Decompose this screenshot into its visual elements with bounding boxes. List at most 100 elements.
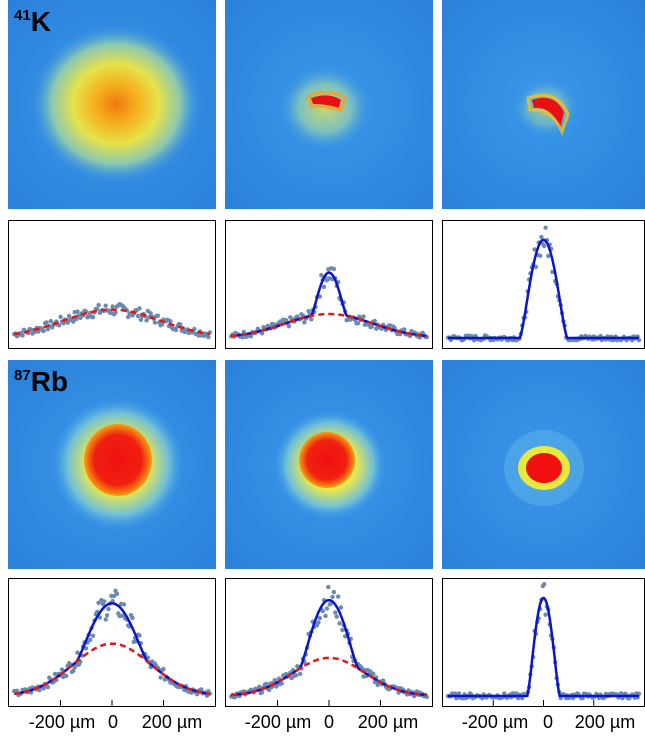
fit-curve-solid [448,596,639,698]
data-point [543,612,548,617]
data-point [302,320,307,325]
data-point [130,615,135,620]
data-point [97,615,103,620]
data-point [137,633,142,638]
rb87-profile-thermal [8,578,216,707]
data-point [248,334,254,339]
x-tick-label-pos200: 200 µm [574,712,636,732]
data-point [340,627,345,633]
data-point [259,689,265,695]
data-point [361,314,366,319]
data-point [103,617,108,622]
data-point [121,602,127,607]
data-point [321,284,327,290]
data-point [20,333,25,338]
data-point [73,317,79,322]
data-point [542,582,547,587]
data-point [110,304,115,309]
data-point [334,614,339,619]
data-point [286,324,292,329]
data-point [75,650,80,655]
data-point [532,247,537,252]
data-point [113,310,118,315]
species-symbol: Rb [30,366,69,397]
data-point [90,315,96,320]
data-point [96,302,101,308]
data-point [333,610,338,615]
data-point [137,306,142,311]
data-point [402,327,407,332]
k41-profile-thermal [8,220,216,349]
data-point [337,621,342,626]
fit-curve-solid [448,238,639,340]
data-point [369,324,375,329]
data-point [324,606,330,611]
fit-curve-thermal [13,308,211,336]
data-point [326,584,331,590]
data-point [41,686,46,691]
data-point [75,309,80,314]
data-point [37,688,42,693]
data-point [65,320,70,325]
species-mass: 41 [14,7,31,24]
species-mass: 87 [14,367,31,384]
data-point [138,317,144,322]
data-point [168,319,173,324]
k41-image-condensate [442,0,645,209]
data-point [546,253,551,259]
k41-image-bimodal [225,0,433,209]
species-label-rb87: 87Rb [14,366,68,398]
data-point [144,318,149,323]
x-tick-label-neg200: -200 µm [28,712,96,732]
data-point [71,668,76,673]
data-point [309,317,314,322]
data-point [537,253,543,258]
data-point [317,615,322,621]
data-point [78,315,83,321]
fit-curve-solid [13,602,211,696]
data-point [14,688,20,693]
data-point [159,322,165,327]
data-point [148,311,153,316]
rb87-profile-condensate [442,578,645,707]
data-point [59,667,65,672]
data-point [259,331,265,336]
data-point [323,613,328,619]
data-point [293,673,299,678]
data-point [173,327,179,333]
data-point [257,684,262,689]
data-point [331,589,337,595]
rb87-image-bimodal [225,360,433,569]
data-point [206,334,211,340]
data-point [66,313,72,319]
data-point [542,243,547,249]
data-point [88,637,93,643]
data-point [319,273,324,278]
x-tick-label-zero: 0 [542,712,554,732]
data-point [155,313,160,318]
data-point [90,633,96,638]
data-point [152,320,158,325]
fit-curve-thermal [231,656,427,697]
data-point [44,320,49,325]
data-point [64,673,69,679]
data-point [45,684,51,690]
x-tick-label-pos200: 200 µm [141,712,203,732]
data-point [355,321,361,326]
data-point [110,598,115,604]
x-tick-label-neg200: -200 µm [461,712,529,732]
data-point [331,266,337,272]
data-point [371,671,376,676]
data-point [106,606,111,612]
k41-profile-bimodal [225,220,433,349]
data-point [120,613,125,618]
data-point [320,608,325,614]
species-label-k41: 41K [14,6,51,38]
data-point [456,691,462,696]
data-point [264,681,269,687]
data-point [336,594,341,599]
rb87-profile-bimodal [225,578,433,707]
data-point [543,225,548,230]
x-tick-label-neg200: -200 µm [244,712,312,732]
